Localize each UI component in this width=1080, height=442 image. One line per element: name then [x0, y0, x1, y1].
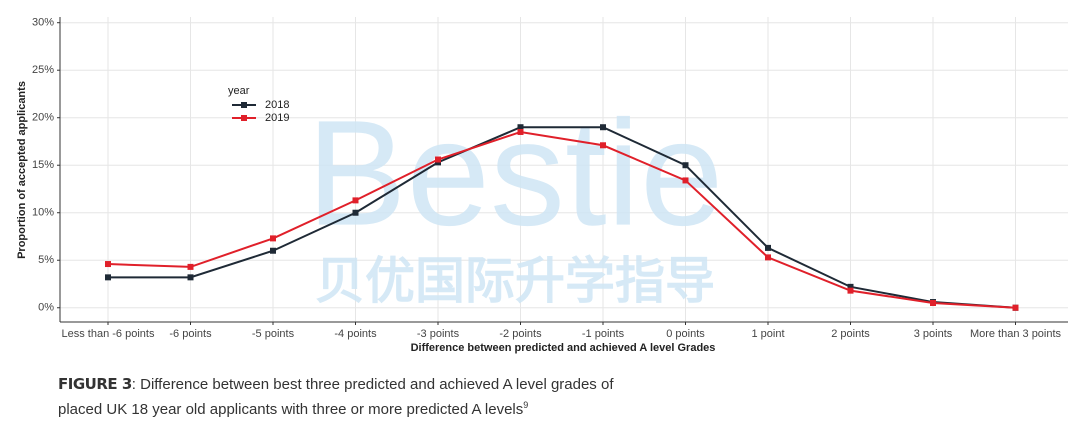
y-axis-title: Proportion of accepted applicants — [16, 81, 28, 259]
caption: FIGURE 3: Difference between best three … — [58, 374, 614, 420]
chart: Bestie 贝优国际升学指导 Difference between predi… — [16, 17, 1068, 354]
x-tick-label: -2 points — [499, 328, 542, 340]
point — [600, 142, 606, 149]
y-tick-label: 10% — [32, 207, 54, 219]
x-tick-label: More than 3 points — [970, 328, 1062, 340]
point — [765, 244, 771, 251]
point — [600, 124, 606, 131]
point — [682, 162, 689, 169]
caption-line: FIGURE 3: Difference between best three … — [58, 374, 614, 395]
point — [682, 177, 689, 184]
x-tick-label: Less than -6 points — [62, 328, 155, 340]
x-tick-label: 0 points — [666, 328, 705, 340]
watermark: Bestie 贝优国际升学指导 — [307, 89, 724, 310]
x-tick-label: -6 points — [169, 328, 212, 340]
y-tick-label: 15% — [32, 159, 54, 171]
legend-marker — [241, 115, 247, 121]
series-line — [108, 126, 1016, 309]
watermark-text: Bestie — [307, 89, 724, 257]
point — [847, 287, 854, 294]
legend-label: 2018 — [265, 99, 289, 111]
point — [105, 274, 111, 281]
caption-text: placed UK 18 year old applicants with th… — [58, 401, 524, 418]
point — [352, 209, 359, 216]
caption-superscript: 9 — [523, 400, 529, 410]
point — [187, 274, 194, 281]
caption-line: placed UK 18 year old applicants with th… — [58, 395, 614, 420]
x-axis-title: Difference between predicted and achieve… — [411, 342, 716, 354]
x-tick-label: 2 points — [831, 328, 870, 340]
x-tick-label: -4 points — [334, 328, 377, 340]
caption-label: FIGURE 3 — [58, 375, 132, 393]
legend-title: year — [228, 85, 250, 97]
y-tick-label: 30% — [32, 17, 54, 29]
x-tick-label: -1 points — [582, 328, 625, 340]
point — [105, 261, 111, 268]
y-tick-label: 0% — [38, 302, 54, 314]
point — [270, 235, 276, 242]
watermark-subtext: 贝优国际升学指导 — [315, 253, 715, 309]
x-tick-label: -5 points — [252, 328, 295, 340]
legend-label: 2019 — [265, 112, 289, 124]
point — [352, 197, 359, 204]
series-line — [107, 130, 1016, 309]
y-tick-label: 20% — [32, 112, 54, 124]
caption-text: : Difference between best three predicte… — [131, 376, 614, 393]
point — [1012, 304, 1019, 311]
legend-marker — [241, 102, 247, 108]
point — [517, 128, 524, 135]
y-tick-label: 5% — [38, 254, 54, 266]
plot-data — [105, 124, 1019, 311]
x-tick-label: 3 points — [914, 328, 953, 340]
point — [847, 283, 854, 290]
grid — [60, 17, 1068, 322]
point — [517, 124, 524, 131]
point — [930, 299, 936, 306]
point — [765, 254, 771, 261]
point — [270, 247, 276, 254]
point — [187, 263, 194, 270]
x-tick-label: 1 point — [751, 328, 784, 340]
x-tick-label: -3 points — [417, 328, 460, 340]
y-tick-label: 25% — [32, 64, 54, 76]
point — [435, 156, 441, 163]
